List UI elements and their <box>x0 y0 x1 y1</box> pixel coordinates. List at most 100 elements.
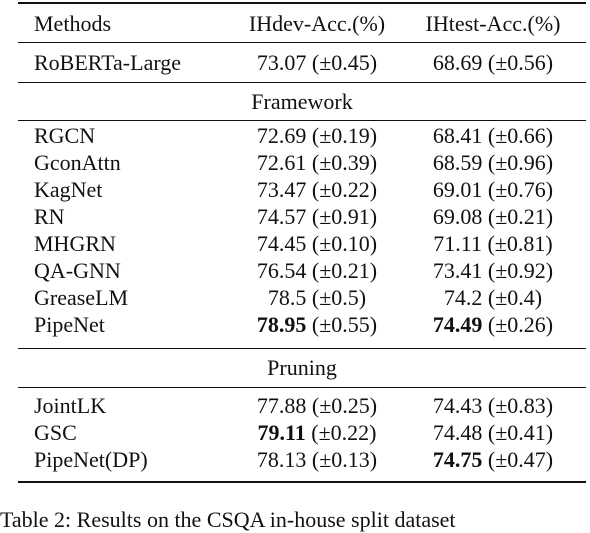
test-value: 74.43 <box>432 393 483 418</box>
dev-value: 73.47 <box>256 177 307 202</box>
dev-acc: 73.47 (±0.22) <box>232 177 402 203</box>
header-methods: Methods <box>34 11 111 36</box>
baseline-method: RoBERTa-Large <box>34 50 182 75</box>
table-row: RN 74.57 (±0.91) 69.08 (±0.21) <box>0 204 590 230</box>
dev-value: 78.5 <box>267 285 307 310</box>
test-value: 73.41 <box>432 258 483 283</box>
test-std: (±0.81) <box>481 231 553 256</box>
method-name: PipeNet(DP) <box>34 447 148 472</box>
table-row: GSC 79.11 (±0.22) 74.48 (±0.41) <box>0 420 590 446</box>
dev-value-best: 78.95 <box>256 312 307 337</box>
bottom-rule <box>18 481 586 483</box>
framework-rule <box>18 120 586 121</box>
header-row: Methods IHdev-Acc.(%) IHtest-Acc.(%) <box>0 11 590 37</box>
table-row: JointLK 77.88 (±0.25) 74.43 (±0.83) <box>0 393 590 419</box>
dev-std: (±0.19) <box>306 123 378 148</box>
test-std: (±0.4) <box>482 285 543 310</box>
test-value: 71.11 <box>433 231 482 256</box>
test-acc: 74.2 (±0.4) <box>408 285 578 311</box>
table-row: GconAttn 72.61 (±0.39) 68.59 (±0.96) <box>0 150 590 176</box>
method-name: QA-GNN <box>34 258 121 283</box>
framework-end-rule <box>18 348 586 349</box>
test-value-best: 74.49 <box>432 312 483 337</box>
test-std: (±0.66) <box>482 123 554 148</box>
table-caption: Table 2: Results on the CSQA in-house sp… <box>0 507 456 532</box>
test-acc: 71.11 (±0.81) <box>408 231 578 257</box>
test-std: (±0.83) <box>482 393 554 418</box>
test-acc: 68.59 (±0.96) <box>408 150 578 176</box>
test-value: 68.59 <box>432 150 483 175</box>
test-acc: 74.43 (±0.83) <box>408 393 578 419</box>
method-name: MHGRN <box>34 231 116 256</box>
top-rule <box>18 2 586 4</box>
baseline-test: 68.69 (±0.56) <box>432 50 554 75</box>
test-acc: 74.75 (±0.47) <box>408 447 578 473</box>
dev-value: 76.54 <box>256 258 307 283</box>
table-row: PipeNet 78.95 (±0.55) 74.49 (±0.26) <box>0 312 590 338</box>
dev-value: 72.69 <box>256 123 307 148</box>
test-std: (±0.76) <box>482 177 554 202</box>
table-row: PipeNet(DP) 78.13 (±0.13) 74.75 (±0.47) <box>0 447 590 473</box>
test-value: 69.08 <box>432 204 483 229</box>
dev-acc: 79.11 (±0.22) <box>232 420 402 446</box>
test-acc: 74.49 (±0.26) <box>408 312 578 338</box>
dev-acc: 76.54 (±0.21) <box>232 258 402 284</box>
header-rule <box>18 42 586 43</box>
dev-std: (±0.22) <box>305 420 377 445</box>
test-std: (±0.26) <box>482 312 554 337</box>
baseline-dev: 73.07 (±0.45) <box>256 50 378 75</box>
method-name: RGCN <box>34 123 96 148</box>
dev-value: 74.57 <box>256 204 307 229</box>
table-row: GreaseLM 78.5 (±0.5) 74.2 (±0.4) <box>0 285 590 311</box>
dev-value-best: 79.11 <box>257 420 306 445</box>
test-acc: 68.41 (±0.66) <box>408 123 578 149</box>
test-acc: 73.41 (±0.92) <box>408 258 578 284</box>
dev-std: (±0.91) <box>306 204 378 229</box>
table-row: RGCN 72.69 (±0.19) 68.41 (±0.66) <box>0 123 590 149</box>
dev-acc: 74.57 (±0.91) <box>232 204 402 230</box>
table-row: MHGRN 74.45 (±0.10) 71.11 (±0.81) <box>0 231 590 257</box>
test-value: 74.48 <box>432 420 483 445</box>
table-row: QA-GNN 76.54 (±0.21) 73.41 (±0.92) <box>0 258 590 284</box>
dev-acc: 74.45 (±0.10) <box>232 231 402 257</box>
dev-std: (±0.13) <box>306 447 378 472</box>
test-std: (±0.41) <box>482 420 554 445</box>
test-std: (±0.47) <box>482 447 554 472</box>
dev-value: 74.45 <box>256 231 307 256</box>
test-acc: 74.48 (±0.41) <box>408 420 578 446</box>
dev-std: (±0.25) <box>306 393 378 418</box>
baseline-rule <box>18 82 586 83</box>
method-name: GconAttn <box>34 150 121 175</box>
dev-acc: 78.13 (±0.13) <box>232 447 402 473</box>
dev-value: 78.13 <box>256 447 307 472</box>
test-std: (±0.21) <box>482 204 554 229</box>
dev-acc: 78.5 (±0.5) <box>232 285 402 311</box>
dev-std: (±0.39) <box>306 150 378 175</box>
method-name: PipeNet <box>34 312 105 337</box>
dev-std: (±0.22) <box>306 177 378 202</box>
method-name: RN <box>34 204 65 229</box>
header-ihdev: IHdev-Acc.(%) <box>248 11 386 36</box>
test-value: 68.41 <box>432 123 483 148</box>
method-name: GreaseLM <box>34 285 129 310</box>
dev-acc: 78.95 (±0.55) <box>232 312 402 338</box>
dev-value: 72.61 <box>256 150 307 175</box>
header-ihtest: IHtest-Acc.(%) <box>425 11 561 36</box>
pruning-section-title: Pruning <box>267 355 337 380</box>
test-value-best: 74.75 <box>432 447 483 472</box>
pruning-rule <box>18 387 586 388</box>
method-name: KagNet <box>34 177 103 202</box>
table-row: KagNet 73.47 (±0.22) 69.01 (±0.76) <box>0 177 590 203</box>
test-value: 74.2 <box>443 285 483 310</box>
dev-std: (±0.21) <box>306 258 378 283</box>
test-value: 69.01 <box>432 177 483 202</box>
dev-std: (±0.5) <box>306 285 367 310</box>
dev-acc: 77.88 (±0.25) <box>232 393 402 419</box>
dev-std: (±0.55) <box>306 312 378 337</box>
method-name: GSC <box>34 420 77 445</box>
method-name: JointLK <box>34 393 107 418</box>
test-std: (±0.92) <box>482 258 554 283</box>
test-acc: 69.08 (±0.21) <box>408 204 578 230</box>
dev-std: (±0.10) <box>306 231 378 256</box>
dev-acc: 72.69 (±0.19) <box>232 123 402 149</box>
